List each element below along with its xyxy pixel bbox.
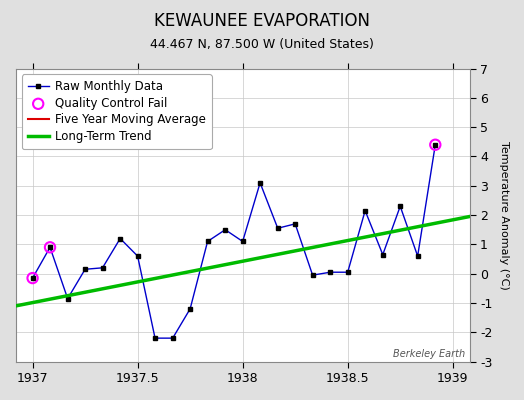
Quality Control Fail — [46, 244, 54, 250]
Raw Monthly Data — [222, 227, 228, 232]
Raw Monthly Data — [152, 336, 158, 340]
Raw Monthly Data — [170, 336, 176, 340]
Raw Monthly Data — [29, 276, 36, 280]
Raw Monthly Data — [204, 239, 211, 244]
Raw Monthly Data — [239, 239, 246, 244]
Line: Raw Monthly Data: Raw Monthly Data — [30, 143, 438, 340]
Raw Monthly Data — [362, 208, 368, 213]
Quality Control Fail — [431, 142, 440, 148]
Text: KEWAUNEE EVAPORATION: KEWAUNEE EVAPORATION — [154, 12, 370, 30]
Raw Monthly Data — [327, 270, 333, 275]
Y-axis label: Temperature Anomaly (°C): Temperature Anomaly (°C) — [499, 141, 509, 290]
Text: Berkeley Earth: Berkeley Earth — [393, 349, 465, 359]
Raw Monthly Data — [257, 180, 263, 185]
Raw Monthly Data — [135, 254, 141, 258]
Quality Control Fail — [28, 275, 37, 281]
Raw Monthly Data — [414, 254, 421, 258]
Legend: Raw Monthly Data, Quality Control Fail, Five Year Moving Average, Long-Term Tren: Raw Monthly Data, Quality Control Fail, … — [21, 74, 212, 149]
Text: 44.467 N, 87.500 W (United States): 44.467 N, 87.500 W (United States) — [150, 38, 374, 51]
Raw Monthly Data — [187, 306, 193, 311]
Raw Monthly Data — [292, 222, 298, 226]
Raw Monthly Data — [275, 226, 281, 231]
Raw Monthly Data — [310, 273, 316, 278]
Raw Monthly Data — [432, 142, 439, 147]
Raw Monthly Data — [397, 204, 403, 209]
Raw Monthly Data — [82, 267, 88, 272]
Raw Monthly Data — [117, 236, 123, 241]
Raw Monthly Data — [379, 252, 386, 257]
Raw Monthly Data — [64, 296, 71, 301]
Raw Monthly Data — [47, 245, 53, 250]
Raw Monthly Data — [100, 266, 106, 270]
Raw Monthly Data — [345, 270, 351, 275]
